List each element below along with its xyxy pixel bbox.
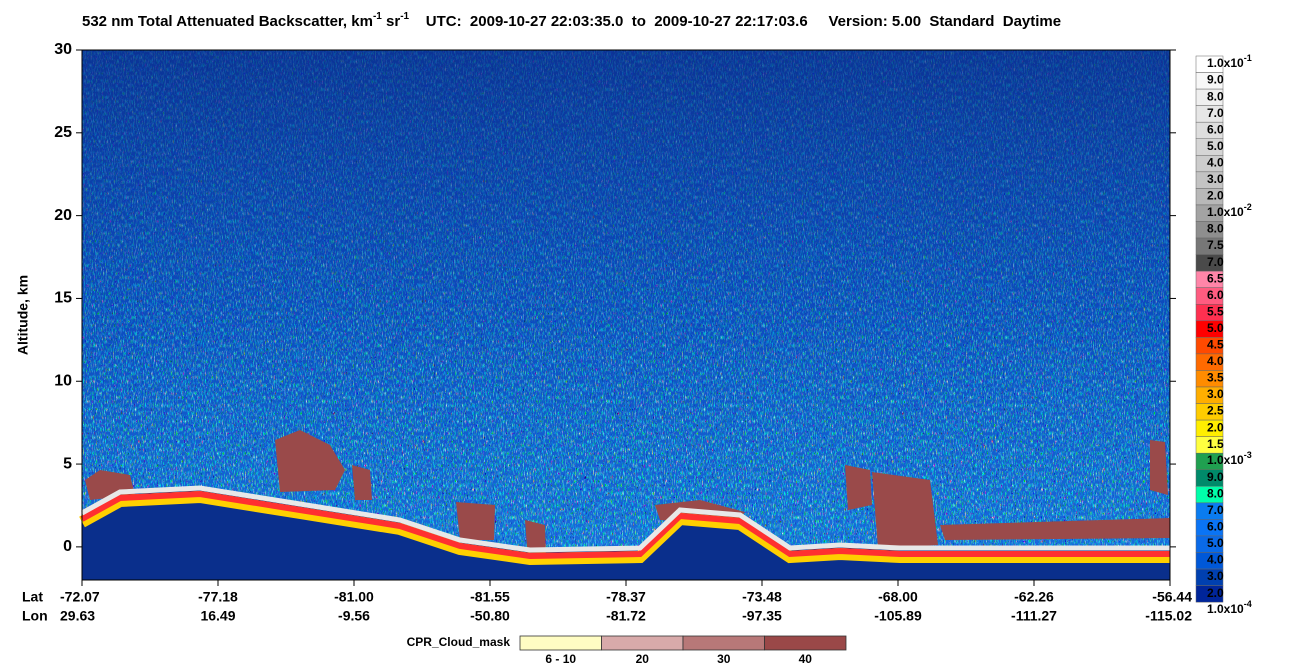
lon-tick-label: -111.27 xyxy=(1011,608,1057,624)
cpr-swatch xyxy=(764,635,847,651)
lon-tick-label: -97.35 xyxy=(742,608,782,624)
title-part: UTC: 2009-10-27 22:03:35.0 to 2009-10-27… xyxy=(409,13,1061,30)
colorbar-label: 5.0 xyxy=(1207,536,1224,550)
y-tick-label: 10 xyxy=(54,372,72,389)
colorbar-label: 6.0 xyxy=(1207,520,1224,534)
colorbar-label-base: 1.0x10 xyxy=(1207,453,1244,467)
colorbar-label: 5.0 xyxy=(1207,139,1224,153)
colorbar-label: 3.5 xyxy=(1207,371,1224,385)
colorbar-label: 5.5 xyxy=(1207,304,1224,318)
colorbar-label: 4.0 xyxy=(1207,155,1224,169)
title-part: sr xyxy=(382,13,401,30)
lon-tick-label: -9.56 xyxy=(338,608,370,624)
colorbar-label: 3.0 xyxy=(1207,569,1224,583)
colorbar-label: 4.0 xyxy=(1207,354,1224,368)
lat-tick-label: -72.07 xyxy=(60,589,100,605)
cpr-swatch-label: 20 xyxy=(636,652,650,666)
colorbar-label: 5.0 xyxy=(1207,321,1224,335)
colorbar-label: 7.5 xyxy=(1207,238,1224,252)
colorbar-label: 2.5 xyxy=(1207,404,1224,418)
colorbar-label-base: 1.0x10 xyxy=(1207,205,1244,219)
lon-tick-label: -115.02 xyxy=(1145,608,1192,624)
cpr-label: CPR_Cloud_mask xyxy=(407,635,511,649)
y-tick-label: 15 xyxy=(54,290,72,307)
colorbar-label-exp: -1 xyxy=(1244,53,1252,63)
lat-tick-label: -81.55 xyxy=(470,589,510,605)
y-tick-label: 25 xyxy=(54,124,72,141)
colorbar-label: 1.5 xyxy=(1207,437,1224,451)
lon-tick-label: -50.80 xyxy=(470,608,510,624)
chart-title: 532 nm Total Attenuated Backscatter, km-… xyxy=(82,11,1061,30)
colorbar-label: 1.0x10-2 xyxy=(1207,202,1252,219)
colorbar-label: 7.0 xyxy=(1207,106,1224,120)
y-tick-label: 0 xyxy=(63,538,72,555)
curtain-image xyxy=(79,50,1170,580)
colorbar-label-exp: -3 xyxy=(1244,451,1252,461)
lon-tick-label: 29.63 xyxy=(60,608,95,624)
colorbar-label: 1.0x10-1 xyxy=(1207,53,1252,70)
lat-tick-label: -78.37 xyxy=(606,589,646,605)
colorbar-label: 4.5 xyxy=(1207,338,1224,352)
cpr-swatch-label: 30 xyxy=(717,652,731,666)
cpr-swatch xyxy=(601,635,684,651)
colorbar-label: 1.0x10-3 xyxy=(1207,451,1252,468)
y-tick-label: 5 xyxy=(63,455,72,472)
cpr-swatch-label: 40 xyxy=(799,652,813,666)
cpr-swatch xyxy=(519,635,602,651)
colorbar-label: 8.0 xyxy=(1207,222,1224,236)
colorbar-label-base: 1.0x10 xyxy=(1207,56,1244,70)
lat-tick-label: -68.00 xyxy=(878,589,918,605)
lat-tick-label: -56.44 xyxy=(1152,589,1192,605)
colorbar-label: 9.0 xyxy=(1207,73,1224,87)
lon-label: Lon xyxy=(22,608,48,624)
colorbar-label: 8.0 xyxy=(1207,89,1224,103)
colorbar-label-base: 1.0x10 xyxy=(1207,602,1244,616)
title-part: 532 nm Total Attenuated Backscatter, km xyxy=(82,13,373,30)
colorbar-label-exp: -4 xyxy=(1244,600,1252,610)
colorbar-label: 3.0 xyxy=(1207,172,1224,186)
cpr-swatch-label: 6 - 10 xyxy=(545,652,576,666)
colorbar-label: 7.0 xyxy=(1207,503,1224,517)
colorbar-label: 3.0 xyxy=(1207,387,1224,401)
lon-tick-label: -81.72 xyxy=(606,608,646,624)
title-part: -1 xyxy=(400,11,409,22)
colorbar-label: 2.0 xyxy=(1207,420,1224,434)
cpr-swatch xyxy=(682,635,765,651)
colorbar-label: 2.0 xyxy=(1207,189,1224,203)
lon-tick-label: 16.49 xyxy=(200,608,235,624)
y-tick-label: 30 xyxy=(54,41,72,58)
colorbar-label: 7.0 xyxy=(1207,255,1224,269)
colorbar-label: 8.0 xyxy=(1207,486,1224,500)
colorbar-label: 4.0 xyxy=(1207,553,1224,567)
colorbar-label: 6.0 xyxy=(1207,122,1224,136)
lat-label: Lat xyxy=(22,589,43,605)
lat-tick-label: -62.26 xyxy=(1014,589,1054,605)
colorbar-label: 1.0x10-4 xyxy=(1207,600,1252,617)
y-axis-label: Altitude, km xyxy=(15,275,31,355)
colorbar-label: 6.5 xyxy=(1207,271,1224,285)
colorbar-label-exp: -2 xyxy=(1244,202,1252,212)
lat-tick-label: -77.18 xyxy=(198,589,238,605)
lon-tick-label: -105.89 xyxy=(874,608,922,624)
lat-tick-label: -73.48 xyxy=(742,589,782,605)
y-tick-label: 20 xyxy=(54,207,72,224)
colorbar-label: 2.0 xyxy=(1207,586,1224,600)
colorbar-label: 6.0 xyxy=(1207,288,1224,302)
lat-tick-label: -81.00 xyxy=(334,589,374,605)
title-part: -1 xyxy=(373,11,382,22)
colorbar-swatch xyxy=(1195,585,1224,603)
colorbar-label: 9.0 xyxy=(1207,470,1224,484)
